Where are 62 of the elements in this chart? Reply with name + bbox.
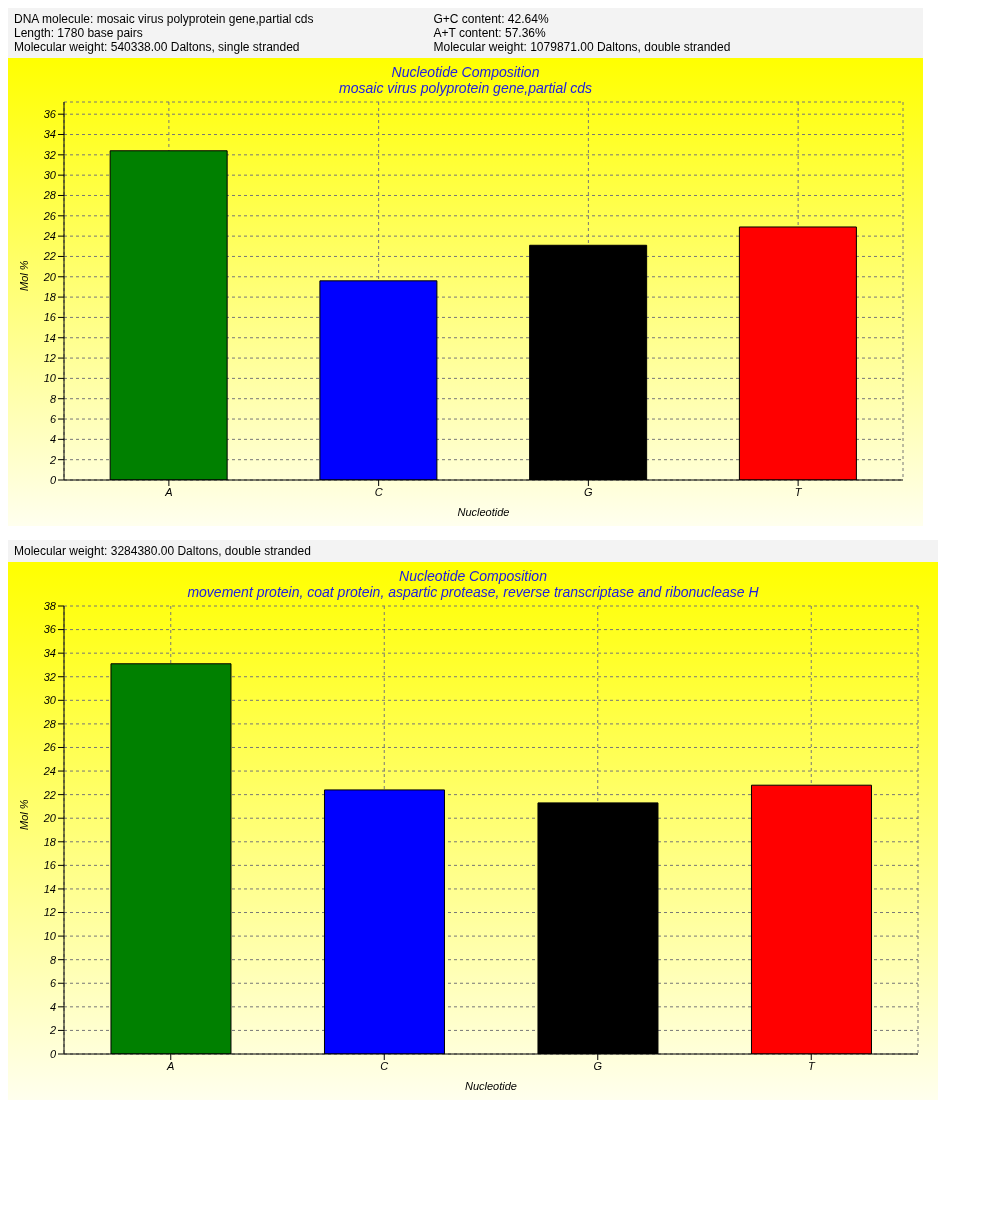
- y-tick-label: 18: [43, 291, 57, 303]
- chart-subtitle: movement protein, coat protein, aspartic protease, reverse transcriptase and ribonuclease H: [186, 584, 760, 600]
- y-tick-label: 0: [49, 1047, 57, 1060]
- y-tick-label: 36: [43, 108, 57, 121]
- y-tick-label: 20: [42, 270, 57, 283]
- x-tick-label: G: [593, 1059, 603, 1072]
- y-axis-title: Mol %: [17, 799, 30, 830]
- x-tick-label: T: [794, 485, 803, 498]
- y-tick-label: 22: [42, 788, 56, 801]
- y-tick-label: 30: [43, 169, 57, 182]
- x-tick-label: C: [374, 485, 383, 498]
- text: Molecular weight: 1079871.00 Daltons, double stranded: [433, 40, 731, 54]
- y-tick-label: 32: [43, 148, 56, 161]
- y-tick-label: 6: [49, 412, 57, 425]
- y-tick-label: 24: [42, 230, 56, 243]
- y-tick-label: 30: [43, 694, 57, 707]
- y-tick-label: 34: [43, 128, 56, 141]
- y-tick-label: 2: [48, 1024, 56, 1037]
- x-tick-label: A: [166, 1059, 175, 1072]
- y-tick-label: 8: [49, 392, 57, 405]
- y-tick-label: 4: [49, 1000, 56, 1013]
- x-axis-title: Nucleotide: [465, 1080, 517, 1092]
- y-tick-label: 16: [43, 311, 57, 324]
- y-tick-label: 28: [42, 189, 57, 202]
- y-tick-label: 20: [42, 812, 57, 825]
- x-tick-label: A: [164, 485, 173, 498]
- y-tick-label: 8: [49, 953, 57, 966]
- y-tick-label: 34: [43, 647, 56, 660]
- y-tick-label: 24: [42, 764, 56, 777]
- text: G+C content: 42.64%: [433, 12, 550, 26]
- chart-title: Nucleotide Composition: [390, 64, 541, 80]
- text: Molecular weight: 3284380.00 Daltons, double stranded: [14, 544, 311, 558]
- y-axis-title: Mol %: [17, 260, 30, 291]
- y-tick-label: 10: [43, 930, 57, 943]
- y-tick-label: 32: [43, 670, 56, 683]
- y-tick-label: 22: [42, 250, 56, 263]
- y-tick-label: 38: [43, 599, 57, 612]
- text: Length: 1780 base pairs: [14, 26, 144, 40]
- y-tick-label: 14: [43, 882, 56, 895]
- y-tick-label: 6: [49, 977, 57, 990]
- y-tick-label: 2: [48, 453, 56, 466]
- y-tick-label: 12: [43, 351, 56, 364]
- y-tick-label: 14: [43, 331, 56, 344]
- x-tick-label: C: [380, 1059, 389, 1072]
- y-tick-label: 16: [43, 859, 57, 872]
- y-tick-label: 18: [43, 835, 57, 848]
- x-tick-label: G: [584, 485, 594, 498]
- y-tick-label: 10: [43, 372, 57, 385]
- y-tick-label: 26: [42, 209, 57, 222]
- y-tick-label: 12: [43, 906, 56, 919]
- y-tick-label: 28: [42, 717, 57, 730]
- chart-title: Nucleotide Composition: [398, 568, 548, 584]
- text: Molecular weight: 540338.00 Daltons, single stranded: [14, 40, 301, 54]
- y-tick-label: 36: [43, 623, 57, 636]
- y-tick-label: 0: [49, 473, 57, 486]
- text: DNA molecule: mosaic virus polyprotein gene,partial cds: [14, 12, 314, 26]
- text: A+T content: 57.36%: [433, 26, 547, 40]
- y-tick-label: 26: [42, 741, 57, 754]
- chart-subtitle: mosaic virus polyprotein gene,partial cds: [338, 80, 593, 96]
- y-tick-label: 4: [49, 433, 56, 446]
- x-axis-title: Nucleotide: [457, 506, 510, 518]
- x-tick-label: T: [807, 1059, 816, 1072]
